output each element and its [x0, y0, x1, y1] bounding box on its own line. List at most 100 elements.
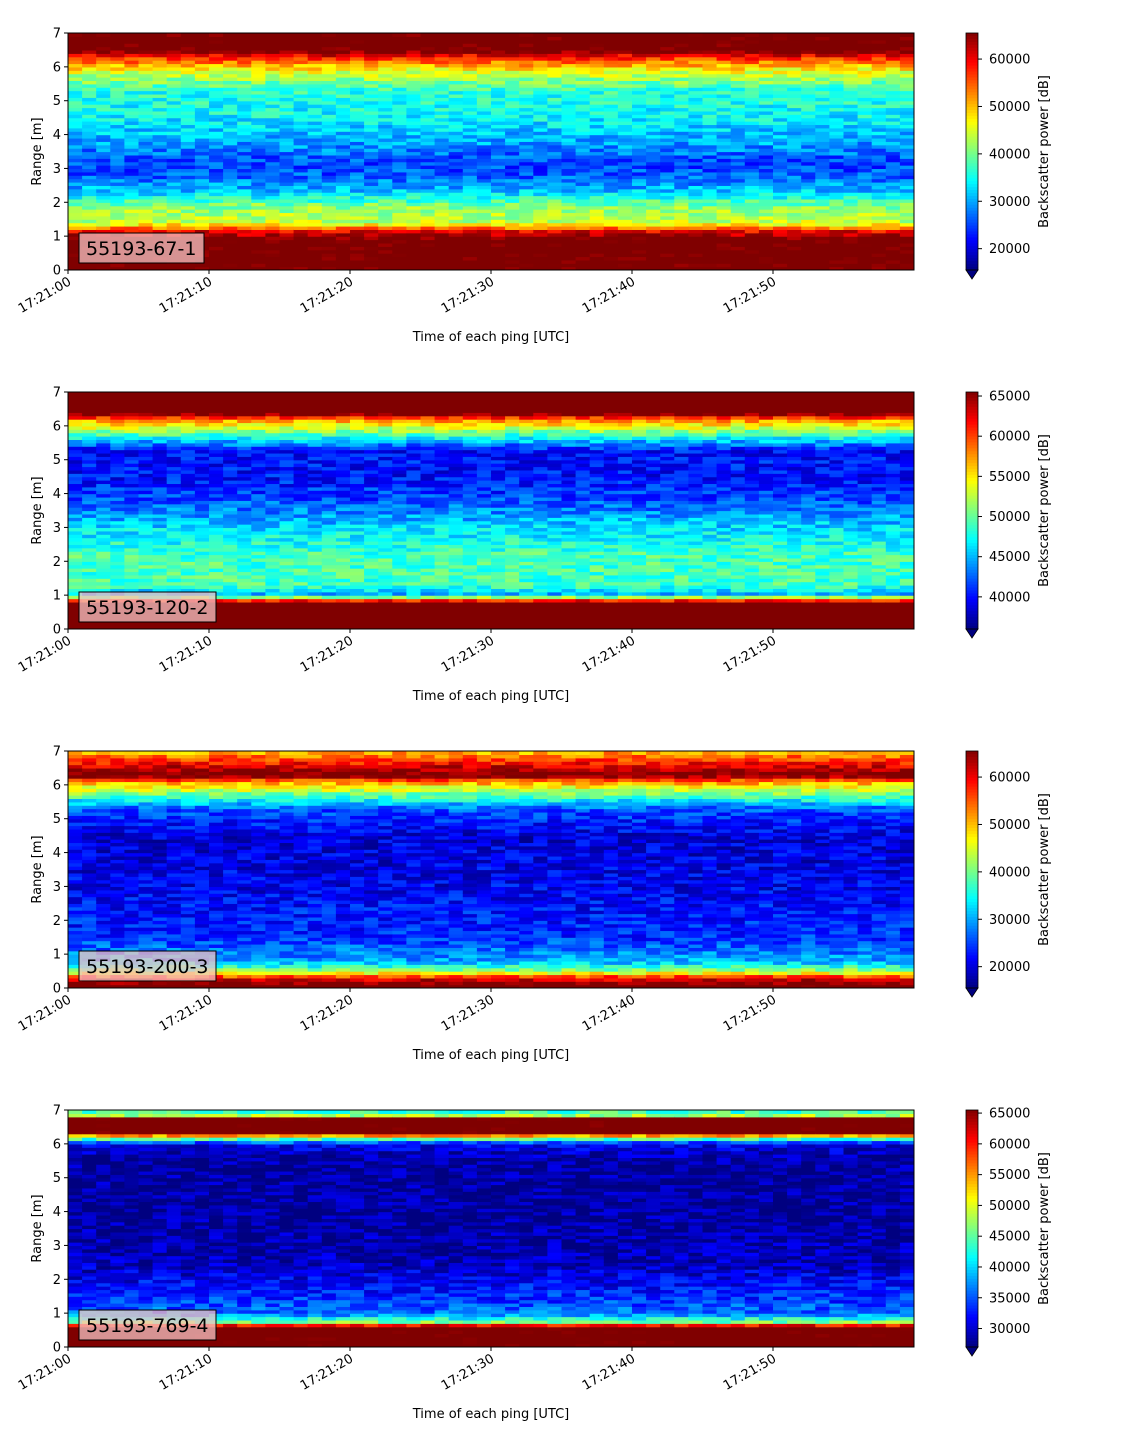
sample-label: 55193-769-4	[86, 1315, 209, 1337]
colorbar-tick-label: 50000	[989, 818, 1030, 833]
label-box	[78, 950, 217, 982]
x-tick-label: 17:21:20	[298, 1351, 356, 1393]
x-tick-label: 17:21:40	[580, 274, 638, 316]
y-tick-label: 3	[53, 880, 61, 895]
colorbar-extend-min	[965, 628, 979, 639]
x-tick-label: 17:21:50	[721, 992, 779, 1034]
colorbar-tick-label: 50000	[989, 510, 1030, 525]
colorbar-tick-label: 50000	[989, 1199, 1030, 1214]
colorbar: 30000 35000 40000 45000 50000 55000 60000 65000…	[965, 1107, 1052, 1357]
y-tick-label: 5	[53, 812, 61, 827]
x-tick-label: 17:21:50	[721, 1351, 779, 1393]
colorbar-frame	[965, 750, 979, 989]
colorbar-frame	[965, 391, 979, 630]
y-tick-label: 6	[53, 419, 61, 434]
y-tick-label: 1	[53, 230, 61, 245]
y-tick-label: 5	[53, 453, 61, 468]
x-axis-label: Time of each ping [UTC]	[412, 330, 570, 345]
x-tick-label: 17:21:00	[16, 1351, 74, 1393]
y-tick-label: 2	[53, 914, 61, 929]
label-box	[78, 591, 217, 623]
y-tick-label: 4	[53, 1205, 61, 1220]
colorbar-label: Backscatter power [dB]	[1037, 1152, 1052, 1305]
y-tick-label: 0	[53, 1341, 61, 1356]
y-axis-label: Range [m]	[30, 1194, 45, 1262]
x-tick-label: 17:21:30	[439, 1351, 497, 1393]
x-tick-label: 17:21:40	[580, 992, 638, 1034]
x-tick-label: 17:21:30	[439, 633, 497, 675]
x-axis-label: Time of each ping [UTC]	[412, 1048, 570, 1063]
x-tick-label: 17:21:00	[16, 992, 74, 1034]
colorbar: 20000 30000 40000 50000 60000 Backscatter pow…	[965, 750, 1052, 998]
colorbar-tick-label: 30000	[989, 195, 1030, 210]
colorbar-tick-label: 65000	[989, 390, 1030, 405]
y-tick-label: 3	[53, 521, 61, 536]
colorbar-tick-label: 40000	[989, 1260, 1030, 1275]
x-tick-label: 17:21:20	[298, 992, 356, 1034]
y-axis-label: Range [m]	[30, 835, 45, 903]
x-tick-label: 17:21:10	[157, 274, 215, 316]
y-tick-label: 1	[53, 1307, 61, 1322]
colorbar-tick-label: 55000	[989, 1168, 1030, 1183]
y-tick-label: 3	[53, 162, 61, 177]
y-tick-label: 4	[53, 128, 61, 143]
y-tick-label: 0	[53, 264, 61, 279]
y-tick-label: 6	[53, 778, 61, 793]
colorbar-extend-min	[965, 269, 979, 280]
panel-2: 0 1 2 3 4 5 6 7 Range [m] 17:21:00 17:21:10 17:21:2…	[16, 386, 1052, 705]
sample-label: 55193-67-1	[86, 238, 196, 260]
y-tick-label: 0	[53, 982, 61, 997]
x-tick-label: 17:21:30	[439, 274, 497, 316]
colorbar: 40000 45000 50000 55000 60000 65000 Backscatte…	[965, 390, 1052, 639]
sample-label: 55193-200-3	[86, 956, 209, 978]
colorbar-tick-label: 60000	[989, 53, 1030, 68]
y-tick-label: 1	[53, 948, 61, 963]
y-tick-label: 0	[53, 623, 61, 638]
x-axis-label: Time of each ping [UTC]	[412, 689, 570, 704]
x-tick-label: 17:21:10	[157, 633, 215, 675]
colorbar-extend-min	[965, 1346, 979, 1357]
x-tick-label: 17:21:50	[721, 274, 779, 316]
y-axis-label: Range [m]	[30, 117, 45, 185]
colorbar-frame	[965, 1109, 979, 1348]
y-tick-label: 6	[53, 1137, 61, 1152]
y-tick-label: 3	[53, 1239, 61, 1254]
y-tick-label: 7	[53, 27, 61, 42]
colorbar-label: Backscatter power [dB]	[1037, 75, 1052, 228]
colorbar-tick-label: 45000	[989, 550, 1030, 565]
x-tick-label: 17:21:30	[439, 992, 497, 1034]
colorbar-tick-label: 20000	[989, 242, 1030, 257]
colorbar-tick-label: 60000	[989, 771, 1030, 786]
x-tick-label: 17:21:00	[16, 274, 74, 316]
y-tick-label: 6	[53, 60, 61, 75]
colorbar-tick-label: 30000	[989, 913, 1030, 928]
colorbar-tick-label: 60000	[989, 430, 1030, 445]
heatmap	[68, 33, 914, 270]
x-tick-label: 17:21:10	[157, 992, 215, 1034]
x-tick-label: 17:21:10	[157, 1351, 215, 1393]
colorbar: 20000 30000 40000 50000 60000 Backscatter pow…	[965, 32, 1052, 280]
heatmap	[68, 392, 914, 629]
colorbar-tick-label: 40000	[989, 865, 1030, 880]
x-tick-label: 17:21:00	[16, 633, 74, 675]
colorbar-tick-label: 50000	[989, 100, 1030, 115]
colorbar-tick-label: 30000	[989, 1322, 1030, 1337]
y-tick-label: 4	[53, 846, 61, 861]
panel-1: 0 1 2 3 4 5 6 7 Range [m] 17:21:00 17:21:10 17:21:2…	[16, 27, 1052, 346]
y-tick-label: 5	[53, 94, 61, 109]
x-tick-label: 17:21:20	[298, 274, 356, 316]
label-box	[78, 1309, 217, 1341]
y-tick-label: 7	[53, 386, 61, 401]
sample-label: 55193-120-2	[86, 597, 209, 619]
y-tick-label: 2	[53, 1273, 61, 1288]
colorbar-label: Backscatter power [dB]	[1037, 434, 1052, 587]
colorbar-tick-label: 40000	[989, 590, 1030, 605]
y-tick-label: 7	[53, 1104, 61, 1119]
colorbar-extend-min	[965, 987, 979, 998]
colorbar-tick-label: 60000	[989, 1137, 1030, 1152]
colorbar-tick-label: 20000	[989, 960, 1030, 975]
heatmap	[68, 1110, 914, 1347]
y-axis-label: Range [m]	[30, 476, 45, 544]
y-tick-label: 2	[53, 196, 61, 211]
